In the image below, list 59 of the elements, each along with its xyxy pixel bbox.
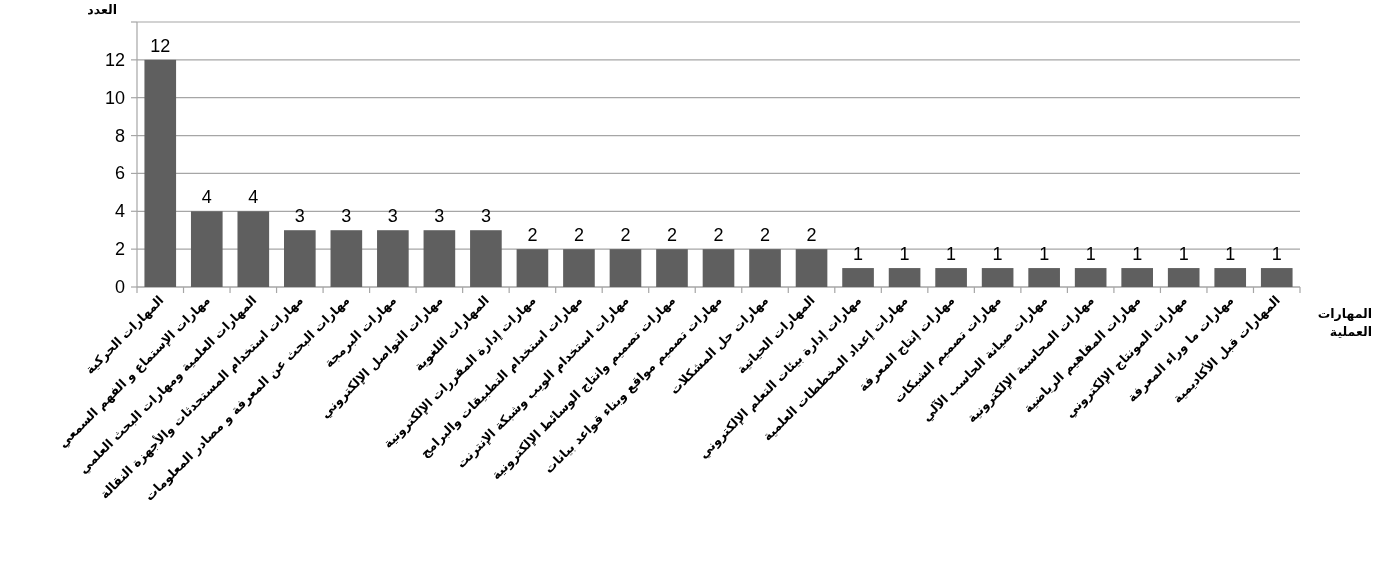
bar: [1074, 268, 1107, 287]
data-label: 1: [946, 244, 957, 265]
data-label: 2: [666, 225, 677, 246]
data-label: 1: [1039, 244, 1050, 265]
y-tick-label: 4: [114, 201, 125, 222]
y-tick-label: 6: [114, 163, 125, 184]
bar: [330, 230, 363, 287]
data-label: 1: [1271, 244, 1282, 265]
bar: [935, 268, 967, 287]
bar: [609, 249, 642, 287]
data-label: 1: [1225, 244, 1236, 265]
data-label: 1: [853, 244, 864, 265]
bar: [656, 249, 688, 287]
bar: [470, 230, 502, 287]
y-tick-label: 2: [114, 239, 125, 260]
bar: [888, 268, 921, 287]
y-tick-label: 0: [114, 277, 125, 297]
data-label: 3: [387, 206, 398, 227]
data-label: 1: [1132, 244, 1143, 265]
bar: [144, 59, 177, 287]
data-label: 1: [1178, 244, 1189, 265]
data-label: 2: [573, 225, 584, 246]
bar: [563, 249, 595, 287]
bar: [1260, 268, 1293, 287]
data-label: 1: [1085, 244, 1096, 265]
bar: [1121, 268, 1153, 287]
y-tick-label: 12: [104, 49, 125, 70]
bar: [516, 249, 549, 287]
data-label: 2: [713, 225, 724, 246]
data-label: 1: [899, 244, 910, 265]
data-label: 1: [992, 244, 1003, 265]
data-label: 2: [527, 225, 538, 246]
data-label: 3: [434, 206, 445, 227]
data-label: 4: [201, 187, 212, 208]
bar: [423, 230, 456, 287]
bar: [795, 249, 828, 287]
data-label: 2: [760, 225, 771, 246]
bar: [190, 211, 223, 287]
bar: [377, 230, 409, 287]
bar: [981, 268, 1014, 287]
bar: [1028, 268, 1060, 287]
data-label: 3: [480, 206, 491, 227]
y-tick-label: 10: [104, 87, 125, 108]
bar: [237, 211, 270, 287]
y-tick-label: 8: [114, 125, 125, 146]
bar: [1214, 268, 1247, 287]
y-axis-title: العدد: [87, 2, 117, 17]
bar: [749, 249, 781, 287]
bar: [284, 230, 316, 287]
data-label: 2: [620, 225, 631, 246]
x-axis-title: المهارات العملية: [1317, 306, 1372, 339]
data-label: 12: [150, 35, 171, 56]
data-label: 4: [248, 187, 259, 208]
data-label: 3: [294, 206, 305, 227]
data-label: 2: [806, 225, 817, 246]
data-label: 3: [341, 206, 352, 227]
bar: [1167, 268, 1200, 287]
bar: [842, 268, 874, 287]
bar: [702, 249, 735, 287]
